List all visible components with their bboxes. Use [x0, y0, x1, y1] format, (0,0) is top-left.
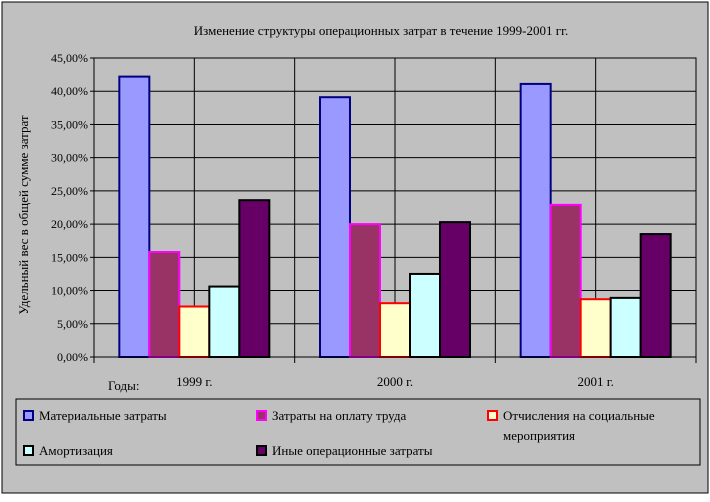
y-tick-label: 10,00% — [51, 284, 88, 298]
bar — [379, 302, 411, 358]
y-tick-label: 5,00% — [57, 317, 88, 331]
y-tick-label: 35,00% — [51, 117, 88, 131]
bar — [238, 199, 271, 358]
legend-label: Отчисления на социальные — [503, 408, 655, 423]
bar — [439, 221, 471, 358]
y-tick-label: 25,00% — [51, 184, 88, 198]
bar — [118, 75, 151, 359]
y-tick-label: 45,00% — [51, 51, 88, 65]
bar — [148, 251, 181, 358]
bar — [519, 82, 552, 358]
bar — [639, 233, 672, 358]
bar — [178, 305, 211, 359]
legend-label: Затраты на оплату труда — [272, 408, 406, 423]
legend-swatch — [256, 410, 267, 421]
x-tick-label: 2000 г. — [377, 374, 413, 389]
bar — [208, 285, 241, 358]
legend-swatch — [23, 410, 34, 421]
y-tick-label: 30,00% — [51, 151, 88, 165]
x-tick-label: 1999 г. — [176, 374, 212, 389]
y-tick-label: 20,00% — [51, 217, 88, 231]
legend-box — [15, 398, 701, 466]
bar — [609, 296, 642, 358]
y-axis-label: Удельный вес в общей сумме затрат — [16, 115, 31, 314]
legend-swatch — [256, 445, 267, 456]
bar — [549, 203, 582, 358]
y-tick-label: 0,00% — [57, 350, 88, 364]
legend: Материальные затраты Затраты на оплату тр… — [15, 398, 701, 466]
legend-swatch — [23, 445, 34, 456]
bar — [349, 223, 381, 358]
y-tick-label: 40,00% — [51, 84, 88, 98]
chart-title: Изменение структуры операционных затрат … — [194, 23, 568, 38]
bar — [319, 96, 351, 359]
legend-swatch — [487, 410, 498, 421]
bar — [579, 298, 612, 358]
x-axis-label: Годы: — [108, 378, 139, 393]
axes-group: 0,00% 5,00% 10,00% 15,00% 20,00% 25,00% 30,00%… — [51, 51, 697, 389]
legend-label: Амортизация — [39, 443, 113, 458]
legend-label: мероприятия — [503, 428, 575, 443]
x-tick-label: 2001 г. — [577, 374, 613, 389]
bar — [409, 272, 441, 359]
bars-group — [118, 75, 672, 359]
y-tick-label: 15,00% — [51, 250, 88, 264]
legend-label: Иные операционные затраты — [272, 443, 433, 458]
legend-label: Материальные затраты — [39, 408, 167, 423]
